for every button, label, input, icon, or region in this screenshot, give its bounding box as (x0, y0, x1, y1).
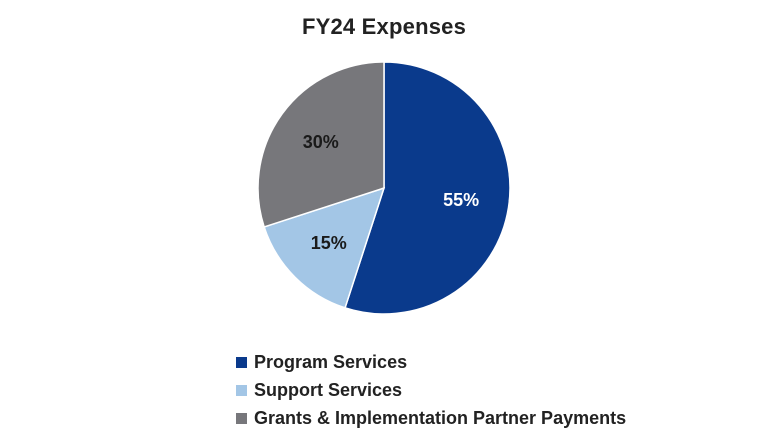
legend-label-support-services: Support Services (254, 379, 403, 400)
slice-program-services (344, 61, 511, 315)
slice-grants-partner-payments (257, 61, 385, 228)
legend-swatch-support-services (236, 384, 247, 396)
legend-item-support-services: Support Services (236, 376, 756, 404)
pie-chart: 55% 15% 30% (257, 61, 511, 315)
legend-label-program-services: Program Services (254, 351, 408, 372)
chart-title: FY24 Expenses (301, 14, 467, 39)
slice-label-grants-partner-payments: 30% (303, 132, 339, 152)
legend-item-grants-partner-payments: Grants & Implementation Partner Payments (236, 404, 756, 432)
legend-swatch-grants-partner-payments (236, 412, 247, 424)
legend: Program Services Support Services Grants… (236, 348, 756, 432)
slice-label-support-services: 15% (311, 233, 347, 253)
legend-swatch-program-services (236, 356, 247, 368)
legend-item-program-services: Program Services (236, 348, 756, 376)
slice-label-program-services: 55% (443, 190, 479, 210)
legend-label-grants-partner-payments: Grants & Implementation Partner Payments (254, 407, 627, 428)
